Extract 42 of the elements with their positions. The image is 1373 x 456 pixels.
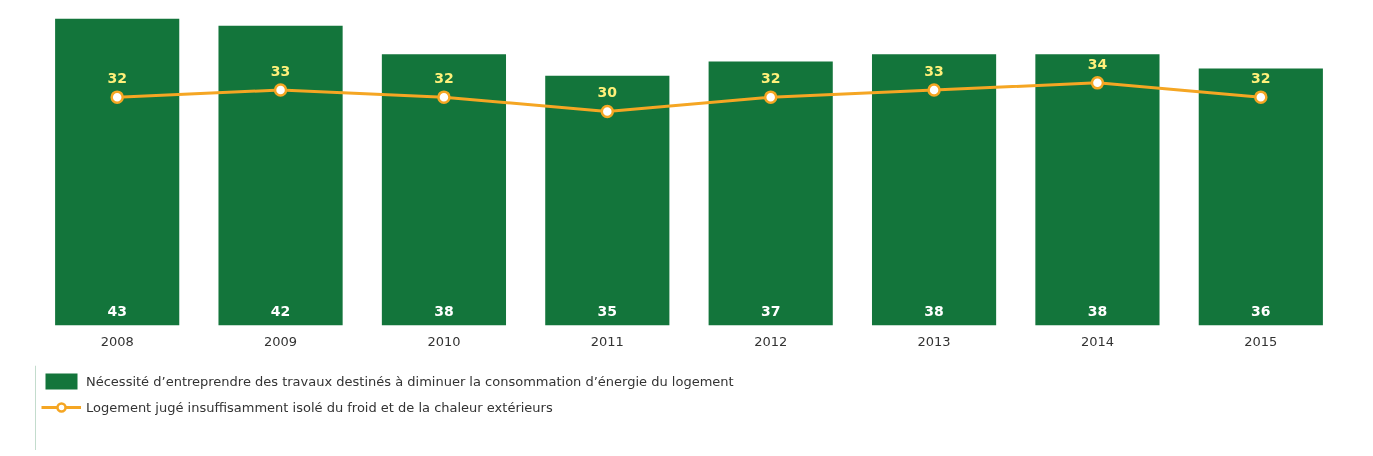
data-label: 36: [1251, 302, 1271, 319]
data-label: 32: [434, 70, 454, 87]
data-label: 42: [270, 302, 291, 319]
data-label: 37: [760, 302, 781, 319]
x-tick-label: 2011: [590, 333, 624, 349]
bar: [381, 54, 507, 326]
data-label: 32: [1251, 70, 1271, 87]
data-label: 43: [107, 302, 127, 319]
bar: [1198, 68, 1323, 326]
bar: [218, 25, 343, 326]
point: [273, 83, 288, 97]
legend-label: Logement jugé insuffisamment isolé du froid et de la chaleur extérieurs: [86, 399, 553, 415]
x-tick-label: 2012: [754, 333, 788, 349]
point: [437, 90, 451, 104]
bar: [708, 61, 833, 326]
data-label: 33: [270, 63, 291, 79]
data-label: 38: [434, 302, 454, 319]
data-label: 34: [1087, 55, 1108, 72]
bar: [1035, 54, 1160, 326]
point: [110, 90, 124, 104]
data-label: 38: [924, 302, 944, 319]
x-tick-label: 2008: [100, 333, 134, 349]
data-label: 32: [107, 70, 127, 87]
data-label: 38: [1087, 302, 1108, 319]
legend-label: Nécessité d’entreprendre des travaux destinés à diminuer la consommation d’énergie du logement: [86, 373, 734, 389]
data-label: 33: [924, 63, 944, 79]
x-tick-label: 2009: [264, 333, 298, 349]
x-tick-label: 2013: [917, 333, 951, 349]
data-label: 32: [760, 70, 781, 87]
data-label: 30: [597, 84, 618, 101]
point: [763, 90, 778, 104]
bar: [871, 54, 997, 326]
bar: [55, 18, 180, 326]
point: [600, 104, 615, 119]
data-label: 35: [597, 302, 618, 319]
point: [1254, 90, 1268, 104]
bar: [545, 75, 670, 326]
point: [927, 83, 941, 97]
x-tick-label: 2010: [427, 333, 461, 349]
point: [1090, 76, 1105, 90]
x-tick-label: 2014: [1080, 333, 1114, 349]
x-tick-label: 2015: [1244, 333, 1278, 349]
